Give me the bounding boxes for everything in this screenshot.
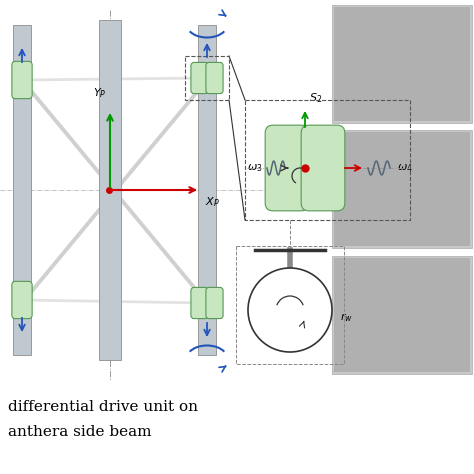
Text: $X_P$: $X_P$	[205, 195, 220, 209]
Text: $\omega$: $\omega$	[279, 311, 290, 321]
Bar	[245, 100, 410, 220]
Circle shape	[248, 268, 332, 352]
FancyBboxPatch shape	[265, 125, 309, 211]
Text: $\omega_3$: $\omega_3$	[247, 162, 263, 174]
Bar	[334, 7, 470, 121]
Text: $\omega_4$: $\omega_4$	[397, 162, 413, 174]
Bar	[332, 5, 472, 123]
Text: $r_w$: $r_w$	[340, 311, 353, 324]
Bar	[198, 25, 216, 355]
Bar	[99, 20, 121, 360]
FancyBboxPatch shape	[191, 63, 208, 93]
FancyBboxPatch shape	[301, 125, 345, 211]
FancyBboxPatch shape	[206, 63, 223, 93]
Bar	[236, 246, 344, 364]
Text: $\beta_k$: $\beta_k$	[288, 149, 302, 163]
Bar	[13, 25, 31, 355]
Text: $Y_P$: $Y_P$	[92, 86, 106, 100]
FancyBboxPatch shape	[191, 287, 208, 319]
Bar	[334, 258, 470, 372]
FancyBboxPatch shape	[12, 61, 32, 99]
Text: $S_2$: $S_2$	[309, 91, 322, 105]
Bar	[332, 256, 472, 374]
Bar	[332, 130, 472, 248]
FancyBboxPatch shape	[206, 287, 223, 319]
Bar	[185, 56, 229, 100]
Text: differential drive unit on: differential drive unit on	[8, 400, 198, 414]
FancyBboxPatch shape	[12, 282, 32, 319]
Text: anthera side beam: anthera side beam	[8, 425, 152, 439]
Bar	[334, 132, 470, 246]
